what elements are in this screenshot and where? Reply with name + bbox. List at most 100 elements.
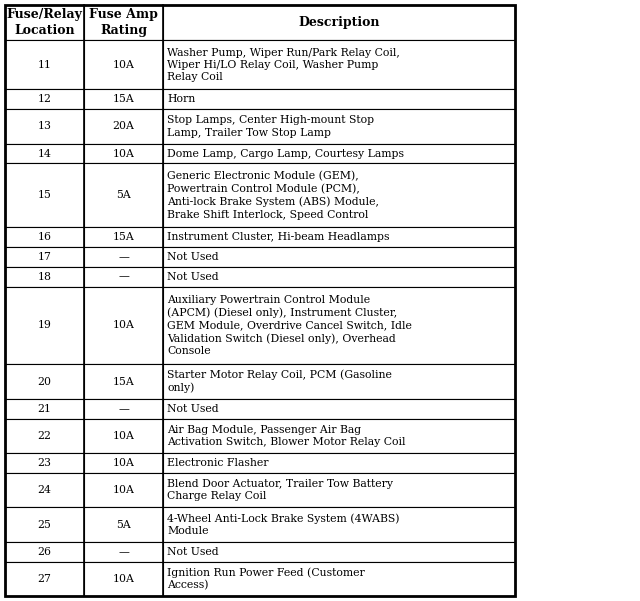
Bar (5, 507, 84, 542)
Bar (5, 453, 84, 473)
Text: Ignition Run Power Feed (Customer
Access): Ignition Run Power Feed (Customer Access… (167, 567, 365, 591)
Text: 23: 23 (38, 458, 52, 468)
Text: 22: 22 (38, 431, 52, 441)
Text: 18: 18 (38, 272, 52, 282)
Text: 15A: 15A (113, 94, 134, 105)
Text: Not Used: Not Used (167, 547, 219, 557)
Bar (163, 561, 515, 596)
Text: Auxiliary Powertrain Control Module
(APCM) (Diesel only), Instrument Cluster,
GE: Auxiliary Powertrain Control Module (APC… (167, 295, 412, 356)
Bar (84, 40, 163, 90)
Bar (5, 227, 84, 247)
Bar (5, 399, 84, 419)
Text: Electronic Flasher: Electronic Flasher (167, 458, 269, 468)
Text: Instrument Cluster, Hi-beam Headlamps: Instrument Cluster, Hi-beam Headlamps (167, 232, 390, 242)
Text: 20: 20 (38, 377, 52, 386)
Text: Not Used: Not Used (167, 404, 219, 413)
Bar (5, 40, 84, 90)
Bar (84, 419, 163, 453)
Text: 4-Wheel Anti-Lock Brake System (4WABS)
Module: 4-Wheel Anti-Lock Brake System (4WABS) M… (167, 513, 399, 536)
Text: 10A: 10A (113, 320, 134, 331)
Bar (5, 542, 84, 561)
Text: Fuse Amp
Rating: Fuse Amp Rating (89, 8, 158, 37)
Bar (163, 40, 515, 90)
Bar (163, 109, 515, 144)
Text: 21: 21 (38, 404, 52, 413)
Bar (5, 419, 84, 453)
Text: Blend Door Actuator, Trailer Tow Battery
Charge Relay Coil: Blend Door Actuator, Trailer Tow Battery… (167, 479, 393, 501)
Text: 10A: 10A (113, 458, 134, 468)
Text: Stop Lamps, Center High-mount Stop
Lamp, Trailer Tow Stop Lamp: Stop Lamps, Center High-mount Stop Lamp,… (167, 115, 374, 138)
Bar (5, 144, 84, 163)
Bar (5, 109, 84, 144)
Text: —: — (118, 547, 129, 557)
Text: Dome Lamp, Cargo Lamp, Courtesy Lamps: Dome Lamp, Cargo Lamp, Courtesy Lamps (167, 148, 404, 159)
Text: Air Bag Module, Passenger Air Bag
Activation Switch, Blower Motor Relay Coil: Air Bag Module, Passenger Air Bag Activa… (167, 425, 406, 447)
Text: Description: Description (298, 16, 380, 29)
Text: 19: 19 (38, 320, 51, 331)
Bar (163, 419, 515, 453)
Text: 5A: 5A (116, 519, 131, 529)
Text: 14: 14 (38, 148, 51, 159)
Text: Starter Motor Relay Coil, PCM (Gasoline
only): Starter Motor Relay Coil, PCM (Gasoline … (167, 370, 392, 394)
Text: 11: 11 (38, 60, 52, 70)
Bar (84, 399, 163, 419)
Text: Not Used: Not Used (167, 272, 219, 282)
Text: Fuse/Relay
Location: Fuse/Relay Location (6, 8, 83, 37)
Bar (5, 5, 515, 596)
Bar (163, 5, 515, 40)
Bar (84, 561, 163, 596)
Bar (163, 90, 515, 109)
Text: 25: 25 (38, 519, 51, 529)
Bar (163, 247, 515, 267)
Text: Washer Pump, Wiper Run/Park Relay Coil,
Wiper Hi/LO Relay Coil, Washer Pump
Rela: Washer Pump, Wiper Run/Park Relay Coil, … (167, 47, 400, 82)
Bar (84, 473, 163, 507)
Bar (5, 364, 84, 399)
Bar (5, 561, 84, 596)
Bar (5, 267, 84, 287)
Bar (163, 144, 515, 163)
Bar (163, 399, 515, 419)
Bar (5, 473, 84, 507)
Text: 12: 12 (38, 94, 52, 105)
Bar (84, 364, 163, 399)
Text: —: — (118, 404, 129, 413)
Bar (163, 364, 515, 399)
Text: 10A: 10A (113, 431, 134, 441)
Text: —: — (118, 252, 129, 261)
Bar (5, 163, 84, 227)
Bar (84, 287, 163, 364)
Bar (163, 267, 515, 287)
Text: 10A: 10A (113, 148, 134, 159)
Bar (5, 5, 84, 40)
Bar (84, 227, 163, 247)
Text: 27: 27 (38, 574, 51, 584)
Bar (84, 507, 163, 542)
Text: 24: 24 (38, 485, 51, 495)
Bar (5, 247, 84, 267)
Text: —: — (118, 272, 129, 282)
Text: Generic Electronic Module (GEM),
Powertrain Control Module (PCM),
Anti-lock Brak: Generic Electronic Module (GEM), Powertr… (167, 171, 379, 219)
Bar (84, 247, 163, 267)
Bar (84, 144, 163, 163)
Text: 26: 26 (38, 547, 52, 557)
Bar (84, 90, 163, 109)
Bar (5, 90, 84, 109)
Text: 20A: 20A (113, 121, 134, 132)
Bar (163, 507, 515, 542)
Bar (163, 473, 515, 507)
Bar (163, 163, 515, 227)
Bar (163, 287, 515, 364)
Text: 10A: 10A (113, 574, 134, 584)
Bar (84, 542, 163, 561)
Text: 17: 17 (38, 252, 51, 261)
Text: 15: 15 (38, 190, 51, 200)
Bar (84, 453, 163, 473)
Text: 10A: 10A (113, 485, 134, 495)
Text: 5A: 5A (116, 190, 131, 200)
Text: 10A: 10A (113, 60, 134, 70)
Text: 15A: 15A (113, 377, 134, 386)
Bar (5, 287, 84, 364)
Bar (163, 542, 515, 561)
Text: Horn: Horn (167, 94, 195, 105)
Text: 15A: 15A (113, 232, 134, 242)
